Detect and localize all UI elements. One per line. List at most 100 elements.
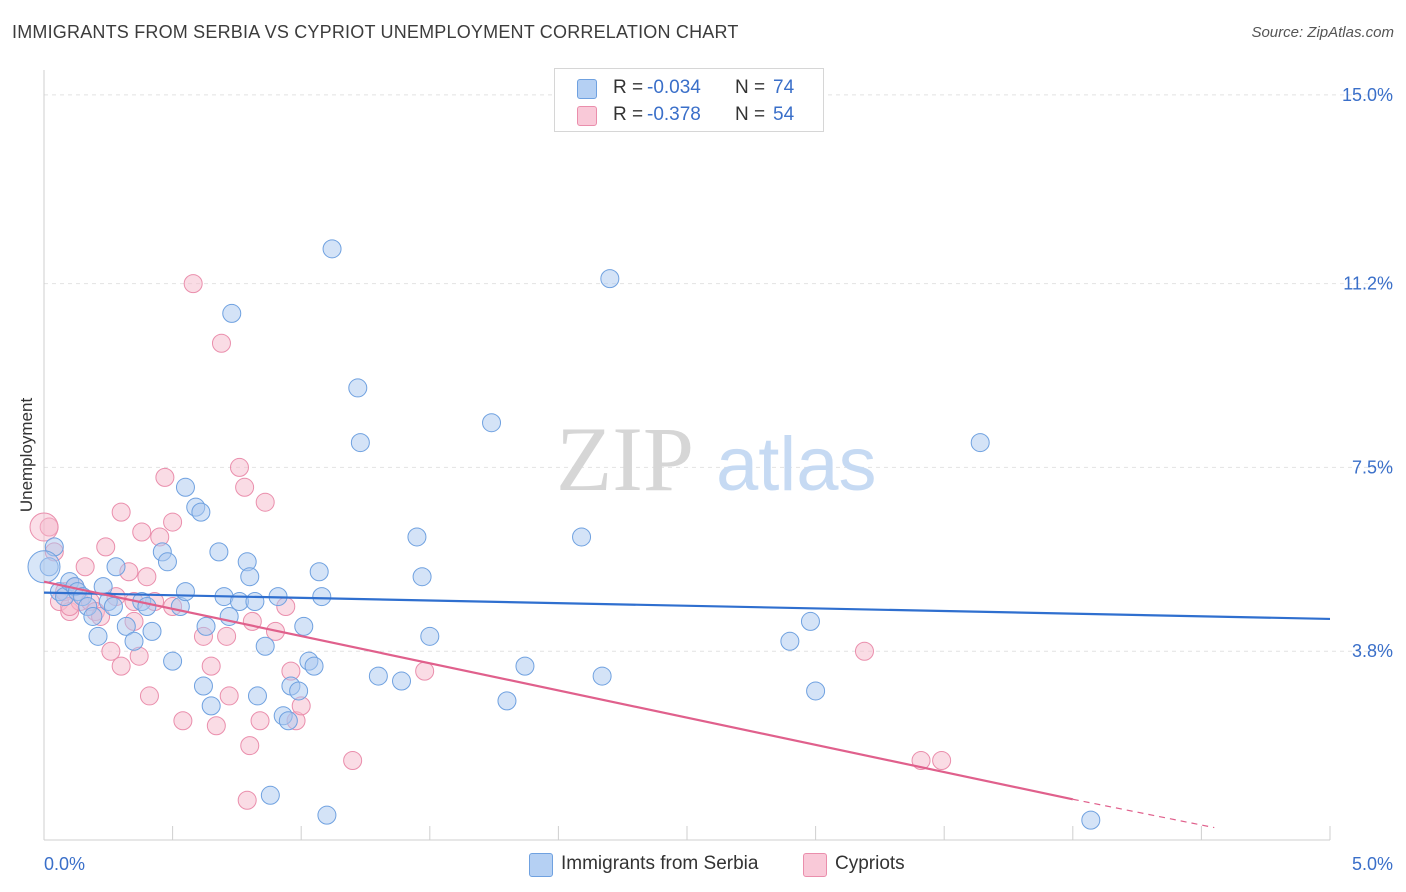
serbia-point — [294, 616, 314, 636]
serbia-point — [196, 616, 216, 636]
serbia-point — [201, 696, 221, 716]
cypriots-n-value: 54 — [773, 104, 795, 125]
cypriots-points — [29, 274, 952, 810]
correlation-stats-box: R = -0.034 N = 74 R = -0.378 N = 54 — [554, 68, 824, 132]
cypriots-point — [183, 274, 203, 294]
serbia-point — [157, 552, 177, 572]
x-tick-label-max: 5.0% — [1352, 854, 1393, 874]
serbia-point — [260, 785, 280, 805]
cypriots-point — [111, 502, 131, 522]
cypriots-trend-line — [43, 580, 1074, 801]
serbia-point — [191, 502, 211, 522]
serbia-point — [780, 631, 800, 651]
watermark-atlas: atlas — [716, 422, 877, 507]
serbia-point — [1081, 810, 1101, 830]
cypriots-r-value: -0.378 — [647, 104, 701, 125]
trend-lines — [43, 580, 1331, 829]
y-tick-label: 7.5% — [1352, 457, 1393, 477]
cypriots-point — [229, 457, 249, 477]
serbia-point — [572, 527, 592, 547]
cypriots-trend-extension — [1072, 798, 1215, 829]
cypriots-point — [255, 492, 275, 512]
y-tick-label: 11.2% — [1343, 274, 1393, 294]
legend-label-cypriots: Cypriots — [835, 853, 905, 874]
x-tick-label-min: 0.0% — [44, 854, 85, 874]
legend-swatch-cypriots — [803, 853, 827, 877]
serbia-point — [970, 433, 990, 453]
serbia-swatch — [577, 79, 597, 99]
serbia-point-large — [27, 550, 61, 584]
watermark: ZIP atlas — [556, 408, 877, 510]
cypriots-point — [219, 686, 239, 706]
serbia-point — [137, 597, 157, 617]
cypriots-point — [250, 711, 270, 731]
serbia-point — [193, 676, 213, 696]
serbia-point — [278, 711, 298, 731]
serbia-point — [392, 671, 412, 691]
cypriots-point — [217, 626, 237, 646]
cypriots-point — [415, 661, 435, 681]
legend-label-serbia: Immigrants from Serbia — [561, 853, 759, 874]
x-ticks — [172, 826, 1331, 840]
legend-swatch-serbia — [529, 853, 553, 877]
serbia-point — [175, 582, 195, 602]
serbia-point — [497, 691, 517, 711]
serbia-point — [407, 527, 427, 547]
serbia-point — [163, 651, 183, 671]
y-tick-labels: 3.8% 7.5% 11.2% 15.0% — [1342, 85, 1393, 661]
cypriots-point — [206, 716, 226, 736]
serbia-point — [245, 592, 265, 612]
watermark-zip: ZIP — [556, 408, 694, 510]
cypriots-point — [163, 512, 183, 532]
serbia-point — [247, 686, 267, 706]
cypriots-point — [132, 522, 152, 542]
y-tick-label: 3.8% — [1352, 641, 1393, 661]
serbia-point — [175, 477, 195, 497]
serbia-point — [116, 616, 136, 636]
serbia-point — [39, 557, 59, 577]
serbia-point — [800, 611, 820, 631]
serbia-point — [322, 239, 342, 259]
serbia-point — [368, 666, 388, 686]
cypriots-n-label: N = — [735, 104, 766, 125]
cypriots-point — [111, 656, 131, 676]
serbia-point — [142, 621, 162, 641]
serbia-point — [222, 303, 242, 323]
serbia-point — [124, 631, 144, 651]
serbia-point — [600, 269, 620, 289]
cypriots-point — [211, 333, 231, 353]
serbia-point — [515, 656, 535, 676]
serbia-n-value: 74 — [773, 77, 795, 98]
serbia-point — [88, 626, 108, 646]
serbia-r-label: R = — [613, 77, 644, 98]
serbia-point — [592, 666, 612, 686]
cypriots-point — [932, 751, 952, 771]
y-tick-label: 15.0% — [1342, 85, 1393, 105]
serbia-point — [289, 681, 309, 701]
serbia-point — [255, 636, 275, 656]
cypriots-point — [139, 686, 159, 706]
cypriots-swatch — [577, 106, 597, 126]
serbia-point — [312, 587, 332, 607]
stats-row-serbia: R = -0.034 N = 74 — [555, 75, 823, 101]
serbia-point — [350, 433, 370, 453]
serbia-point — [240, 567, 260, 587]
stats-row-cypriots: R = -0.378 N = 54 — [555, 102, 823, 128]
cypriots-point — [343, 751, 363, 771]
serbia-point — [309, 562, 329, 582]
serbia-point — [317, 805, 337, 825]
cypriots-point — [101, 641, 121, 661]
cypriots-point-large — [29, 512, 59, 542]
chart-legend: Immigrants from Serbia Cypriots — [0, 852, 1406, 878]
serbia-point — [103, 597, 123, 617]
serbia-point — [209, 542, 229, 562]
serbia-point — [304, 656, 324, 676]
chart-title: IMMIGRANTS FROM SERBIA VS CYPRIOT UNEMPL… — [12, 22, 739, 42]
serbia-point — [420, 626, 440, 646]
cypriots-point — [137, 567, 157, 587]
serbia-point — [412, 567, 432, 587]
source-label: Source: ZipAtlas.com — [1251, 24, 1394, 41]
serbia-point — [83, 606, 103, 626]
cypriots-point — [75, 557, 95, 577]
